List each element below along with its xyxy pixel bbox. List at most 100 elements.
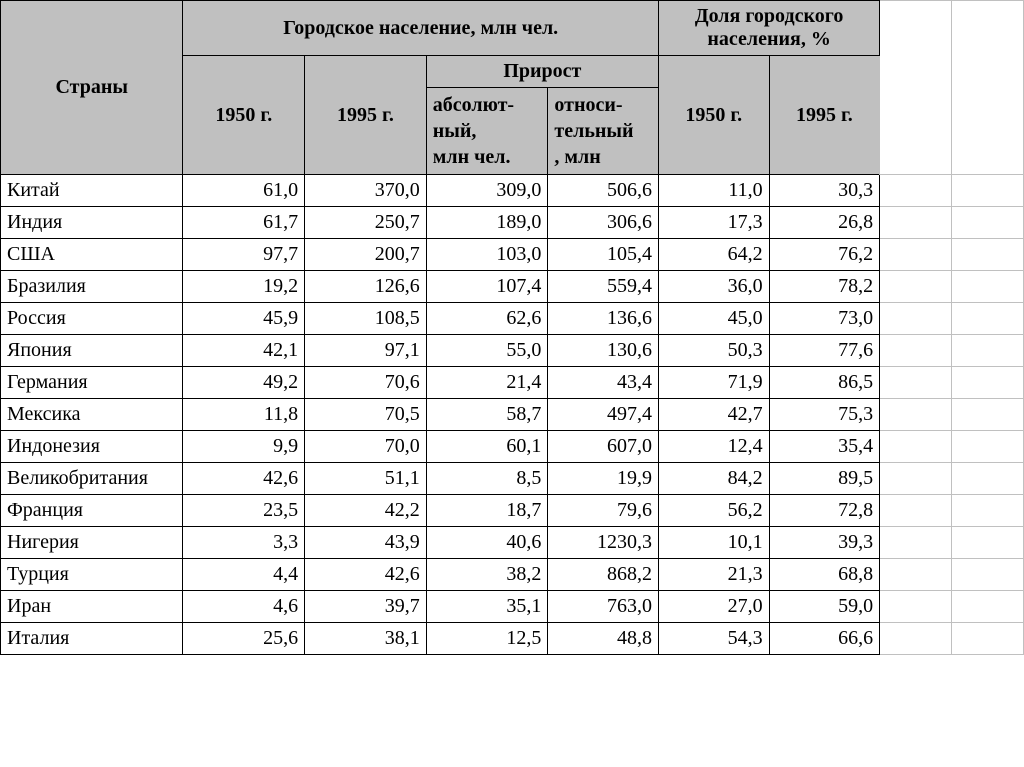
cell-rel: 136,6 bbox=[548, 303, 659, 335]
cell-country: Китай bbox=[1, 175, 183, 207]
cell-s1950: 42,7 bbox=[658, 399, 769, 431]
table-row: Великобритания42,651,18,519,984,289,5 bbox=[1, 463, 1024, 495]
empty-cell bbox=[952, 335, 1024, 367]
header-rel-l2: тельный bbox=[554, 120, 633, 142]
cell-country: Великобритания bbox=[1, 463, 183, 495]
cell-u1995: 370,0 bbox=[305, 175, 427, 207]
cell-country: США bbox=[1, 239, 183, 271]
cell-s1950: 56,2 bbox=[658, 495, 769, 527]
empty-cell bbox=[880, 559, 952, 591]
cell-country: Индонезия bbox=[1, 431, 183, 463]
cell-country: Россия bbox=[1, 303, 183, 335]
empty-cell bbox=[880, 303, 952, 335]
cell-s1995: 26,8 bbox=[769, 207, 880, 239]
cell-u1995: 200,7 bbox=[305, 239, 427, 271]
cell-s1950: 54,3 bbox=[658, 623, 769, 655]
cell-u1995: 43,9 bbox=[305, 527, 427, 559]
cell-rel: 43,4 bbox=[548, 367, 659, 399]
cell-abs: 18,7 bbox=[426, 495, 548, 527]
cell-u1995: 250,7 bbox=[305, 207, 427, 239]
empty-cell bbox=[880, 335, 952, 367]
cell-rel: 130,6 bbox=[548, 335, 659, 367]
empty-cell bbox=[952, 367, 1024, 399]
empty-cell bbox=[880, 367, 952, 399]
empty-cell bbox=[952, 463, 1024, 495]
cell-rel: 497,4 bbox=[548, 399, 659, 431]
table-row: США97,7200,7103,0105,464,276,2 bbox=[1, 239, 1024, 271]
cell-rel: 1230,3 bbox=[548, 527, 659, 559]
cell-s1995: 59,0 bbox=[769, 591, 880, 623]
header-abs-l2: ный, bbox=[433, 120, 477, 142]
cell-u1950: 3,3 bbox=[183, 527, 305, 559]
header-abs-l3: млн чел. bbox=[433, 146, 511, 168]
cell-s1950: 17,3 bbox=[658, 207, 769, 239]
cell-abs: 58,7 bbox=[426, 399, 548, 431]
cell-u1950: 4,4 bbox=[183, 559, 305, 591]
cell-rel: 105,4 bbox=[548, 239, 659, 271]
table-row: Россия45,9108,562,6136,645,073,0 bbox=[1, 303, 1024, 335]
cell-u1995: 70,0 bbox=[305, 431, 427, 463]
cell-s1995: 75,3 bbox=[769, 399, 880, 431]
cell-u1950: 49,2 bbox=[183, 367, 305, 399]
empty-cell bbox=[952, 591, 1024, 623]
empty-header-col-2 bbox=[952, 1, 1024, 175]
cell-rel: 607,0 bbox=[548, 431, 659, 463]
empty-header-col-1 bbox=[880, 1, 952, 175]
cell-u1950: 4,6 bbox=[183, 591, 305, 623]
cell-u1950: 61,0 bbox=[183, 175, 305, 207]
table-row: Япония42,197,155,0130,650,377,6 bbox=[1, 335, 1024, 367]
cell-abs: 107,4 bbox=[426, 271, 548, 303]
cell-u1950: 9,9 bbox=[183, 431, 305, 463]
cell-u1995: 38,1 bbox=[305, 623, 427, 655]
cell-country: Нигерия bbox=[1, 527, 183, 559]
population-table: Страны Городское население, млн чел. Дол… bbox=[0, 0, 1024, 655]
cell-abs: 189,0 bbox=[426, 207, 548, 239]
cell-u1995: 70,6 bbox=[305, 367, 427, 399]
cell-s1995: 68,8 bbox=[769, 559, 880, 591]
cell-s1950: 27,0 bbox=[658, 591, 769, 623]
table-row: Индонезия9,970,060,1607,012,435,4 bbox=[1, 431, 1024, 463]
cell-country: Германия bbox=[1, 367, 183, 399]
cell-u1995: 108,5 bbox=[305, 303, 427, 335]
header-1950: 1950 г. bbox=[183, 56, 305, 175]
cell-u1995: 42,6 bbox=[305, 559, 427, 591]
table-row: Франция23,542,218,779,656,272,8 bbox=[1, 495, 1024, 527]
cell-s1950: 84,2 bbox=[658, 463, 769, 495]
empty-cell bbox=[880, 175, 952, 207]
cell-abs: 309,0 bbox=[426, 175, 548, 207]
cell-abs: 38,2 bbox=[426, 559, 548, 591]
cell-u1995: 97,1 bbox=[305, 335, 427, 367]
empty-cell bbox=[880, 527, 952, 559]
table-row: Турция4,442,638,2868,221,368,8 bbox=[1, 559, 1024, 591]
cell-country: Бразилия bbox=[1, 271, 183, 303]
cell-rel: 79,6 bbox=[548, 495, 659, 527]
cell-s1950: 21,3 bbox=[658, 559, 769, 591]
cell-s1950: 45,0 bbox=[658, 303, 769, 335]
empty-cell bbox=[880, 591, 952, 623]
cell-country: Турция bbox=[1, 559, 183, 591]
cell-country: Иран bbox=[1, 591, 183, 623]
table-row: Бразилия19,2126,6107,4559,436,078,2 bbox=[1, 271, 1024, 303]
header-countries: Страны bbox=[1, 1, 183, 175]
empty-cell bbox=[880, 431, 952, 463]
cell-s1995: 89,5 bbox=[769, 463, 880, 495]
table-row: Иран4,639,735,1763,027,059,0 bbox=[1, 591, 1024, 623]
empty-cell bbox=[952, 431, 1024, 463]
cell-s1950: 64,2 bbox=[658, 239, 769, 271]
header-share: Доля городского населения, % bbox=[658, 1, 879, 56]
cell-u1995: 39,7 bbox=[305, 591, 427, 623]
table-body: Китай61,0370,0309,0506,611,030,3Индия61,… bbox=[1, 175, 1024, 655]
cell-abs: 103,0 bbox=[426, 239, 548, 271]
cell-rel: 763,0 bbox=[548, 591, 659, 623]
cell-s1950: 36,0 bbox=[658, 271, 769, 303]
header-share-1950: 1950 г. bbox=[658, 56, 769, 175]
header-abs-l1: абсолют- bbox=[433, 94, 514, 116]
empty-cell bbox=[880, 207, 952, 239]
empty-cell bbox=[952, 207, 1024, 239]
cell-abs: 55,0 bbox=[426, 335, 548, 367]
empty-cell bbox=[880, 495, 952, 527]
empty-cell bbox=[952, 175, 1024, 207]
cell-s1995: 77,6 bbox=[769, 335, 880, 367]
table-row: Италия25,638,112,548,854,366,6 bbox=[1, 623, 1024, 655]
cell-s1995: 78,2 bbox=[769, 271, 880, 303]
